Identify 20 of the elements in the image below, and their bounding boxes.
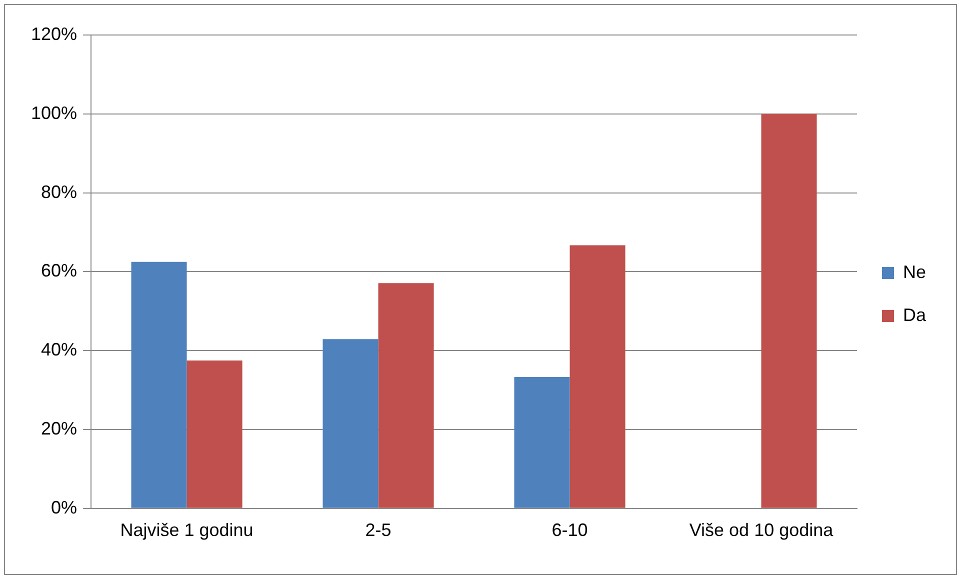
y-tick-label: 120% [30,24,78,44]
legend-label: Ne [902,262,926,282]
y-tick-label: 60% [41,260,78,281]
x-tick-label: 6-10 [552,520,588,540]
bar [761,114,817,508]
x-tick-label: Više od 10 godina [689,520,834,540]
y-tick-label: 100% [30,102,78,123]
bar [378,283,434,508]
y-tick-label: 0% [51,497,78,518]
y-tick-label: 80% [41,182,78,202]
bar [131,262,187,508]
x-tick-label: 2-5 [365,520,392,540]
y-tick-label: 40% [41,340,78,360]
x-tick-label: Najviše 1 godinu [120,520,254,540]
y-tick-label: 20% [41,418,78,438]
bar [514,377,570,508]
bar [570,245,626,508]
legend-label: Da [902,304,927,325]
bar [322,339,378,508]
bar [186,360,242,508]
